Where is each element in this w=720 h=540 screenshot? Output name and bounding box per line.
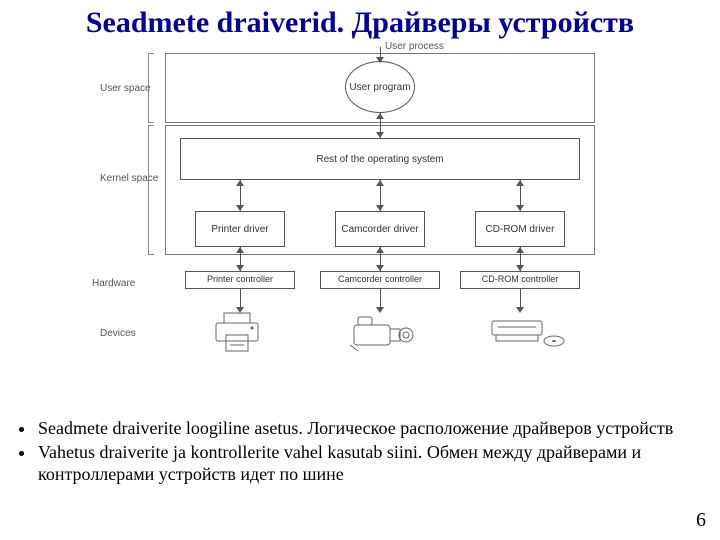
bracket-kernel-space (148, 125, 154, 255)
ad-os-d1 (236, 205, 244, 211)
ad-c2-dev (376, 307, 384, 313)
arrowup-up-os (376, 113, 384, 119)
node-cdrom-controller: CD-ROM controller (460, 271, 580, 289)
cdrom-icon (488, 315, 568, 356)
ad-d1-c1 (236, 265, 244, 271)
arrowdn-up-os (376, 132, 384, 138)
node-printer-driver: Printer driver (195, 211, 285, 247)
ad-os-d2 (376, 205, 384, 211)
node-cdrom-driver: CD-ROM driver (475, 211, 565, 247)
au-os-d3 (516, 180, 524, 186)
printer-icon (210, 311, 270, 358)
bullet-list: Seadmete draiverite loogiline asetus. Ло… (18, 418, 698, 488)
ad-d3-c3 (516, 265, 524, 271)
ad-c3-dev (516, 307, 524, 313)
au-os-d2 (376, 180, 384, 186)
bullet-2: Vahetus draiverite ja kontrollerite vahe… (36, 442, 698, 486)
page-title: Seadmete draiverid. Драйверы устройств (0, 0, 720, 39)
node-camcorder-driver: Camcorder driver (335, 211, 425, 247)
node-camcorder-controller: Camcorder controller (320, 271, 440, 289)
au-d2-c2 (376, 247, 384, 253)
label-hardware: Hardware (92, 278, 135, 289)
node-printer-controller: Printer controller (185, 271, 295, 289)
node-rest-os: Rest of the operating system (180, 138, 580, 180)
camcorder-icon (348, 315, 418, 356)
label-devices: Devices (100, 328, 136, 339)
node-user-program: User program (345, 61, 415, 113)
page-number: 6 (696, 509, 706, 532)
ad-d2-c2 (376, 265, 384, 271)
bullet-1: Seadmete draiverite loogiline asetus. Ло… (36, 418, 698, 440)
architecture-diagram: User process User space Kernel space Har… (80, 43, 640, 363)
ad-os-d3 (516, 205, 524, 211)
au-d3-c3 (516, 247, 524, 253)
bracket-user-space (148, 53, 154, 123)
arrowhead-userprocess (376, 57, 384, 63)
label-user-space: User space (100, 83, 151, 94)
au-d1-c1 (236, 247, 244, 253)
au-os-d1 (236, 180, 244, 186)
label-user-process: User process (385, 41, 444, 52)
